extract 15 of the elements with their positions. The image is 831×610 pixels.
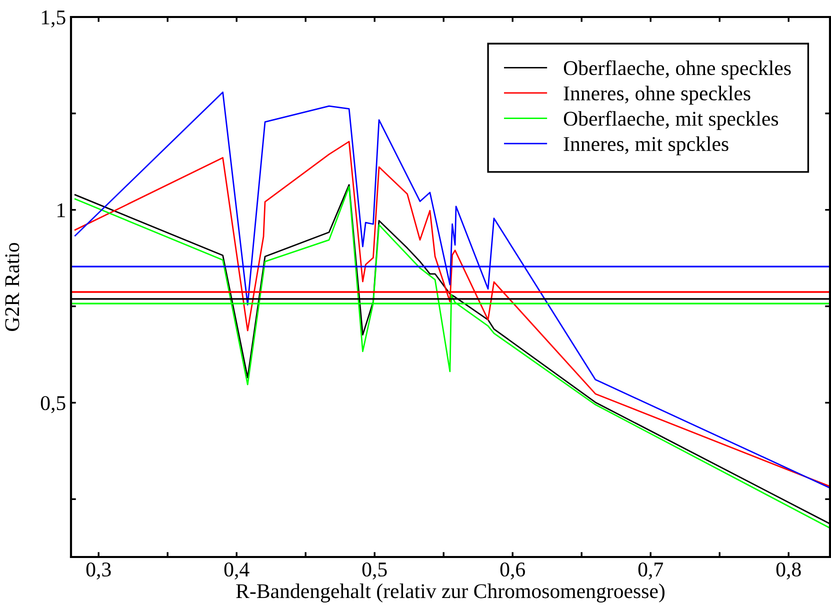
y-axis-title: G2R Ratio — [5, 242, 20, 331]
legend-label: Oberflaeche, mit speckles — [564, 110, 778, 130]
legend-label: Oberflaeche, ohne speckles — [564, 60, 791, 80]
x-tick-label: 0,4 — [224, 562, 250, 580]
x-tick-label: 0,7 — [638, 562, 664, 580]
legend-label: Inneres, ohne speckles — [564, 86, 750, 105]
x-axis-title: R-Bandengehalt (relativ zur Chromosomengroesse) — [236, 584, 665, 602]
y-tick-label: 0,5 — [40, 396, 66, 414]
legend-label: Inneres, mit spckles — [564, 136, 728, 156]
y-tick-label: 1 — [58, 203, 65, 218]
x-tick-label: 0,5 — [362, 562, 387, 580]
x-tick-label: 0,3 — [86, 562, 111, 580]
y-tick-label: 1,5 — [42, 10, 66, 28]
x-tick-label: 0,8 — [776, 562, 801, 580]
x-tick-label: 0,6 — [500, 562, 525, 580]
